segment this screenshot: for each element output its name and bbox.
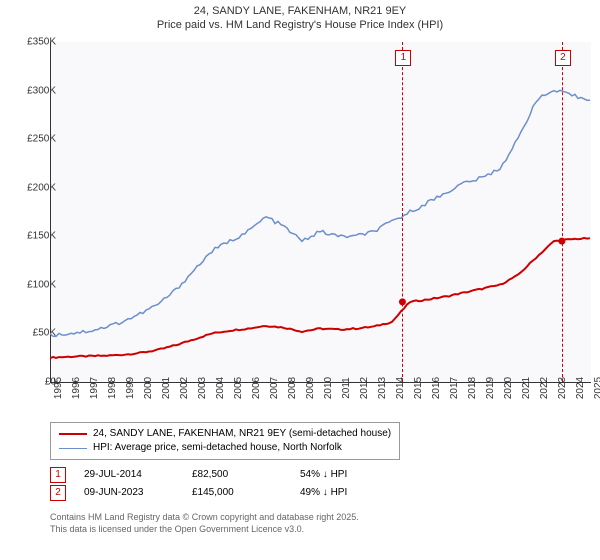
legend: 24, SANDY LANE, FAKENHAM, NR21 9EY (semi… (50, 422, 400, 460)
chart-container: 24, SANDY LANE, FAKENHAM, NR21 9EY Price… (0, 0, 600, 560)
marker-hpi-delta: 49% ↓ HPI (300, 484, 390, 502)
marker-badge-chart: 2 (555, 50, 571, 66)
plot-area (50, 42, 590, 382)
legend-item-price-paid: 24, SANDY LANE, FAKENHAM, NR21 9EY (semi… (59, 427, 391, 441)
marker-info-table: 1 29-JUL-2014 £82,500 54% ↓ HPI 2 09-JUN… (50, 466, 390, 502)
marker-badge-chart: 1 (395, 50, 411, 66)
marker-badge: 2 (50, 485, 66, 501)
legend-swatch (59, 448, 87, 449)
chart-title: 24, SANDY LANE, FAKENHAM, NR21 9EY Price… (0, 0, 600, 33)
title-subtitle: Price paid vs. HM Land Registry's House … (0, 18, 600, 32)
series-line-hpi (50, 90, 590, 336)
marker-price: £82,500 (192, 466, 282, 484)
marker-date: 29-JUL-2014 (84, 466, 174, 484)
footer-line1: Contains HM Land Registry data © Crown c… (50, 512, 359, 524)
legend-label: HPI: Average price, semi-detached house,… (93, 441, 342, 455)
marker-date: 09-JUN-2023 (84, 484, 174, 502)
marker-vline (562, 42, 563, 382)
marker-price: £145,000 (192, 484, 282, 502)
title-address: 24, SANDY LANE, FAKENHAM, NR21 9EY (0, 4, 600, 18)
x-tick-label: 2025 (593, 377, 600, 399)
footer-line2: This data is licensed under the Open Gov… (50, 524, 359, 536)
series-line-price_paid (50, 238, 590, 359)
marker-info-row: 1 29-JUL-2014 £82,500 54% ↓ HPI (50, 466, 390, 484)
chart-lines (50, 42, 590, 382)
marker-info-row: 2 09-JUN-2023 £145,000 49% ↓ HPI (50, 484, 390, 502)
legend-item-hpi: HPI: Average price, semi-detached house,… (59, 441, 391, 455)
marker-hpi-delta: 54% ↓ HPI (300, 466, 390, 484)
marker-vline (402, 42, 403, 382)
legend-swatch (59, 433, 87, 435)
legend-label: 24, SANDY LANE, FAKENHAM, NR21 9EY (semi… (93, 427, 391, 441)
marker-badge: 1 (50, 467, 66, 483)
footer-attribution: Contains HM Land Registry data © Crown c… (50, 512, 359, 535)
